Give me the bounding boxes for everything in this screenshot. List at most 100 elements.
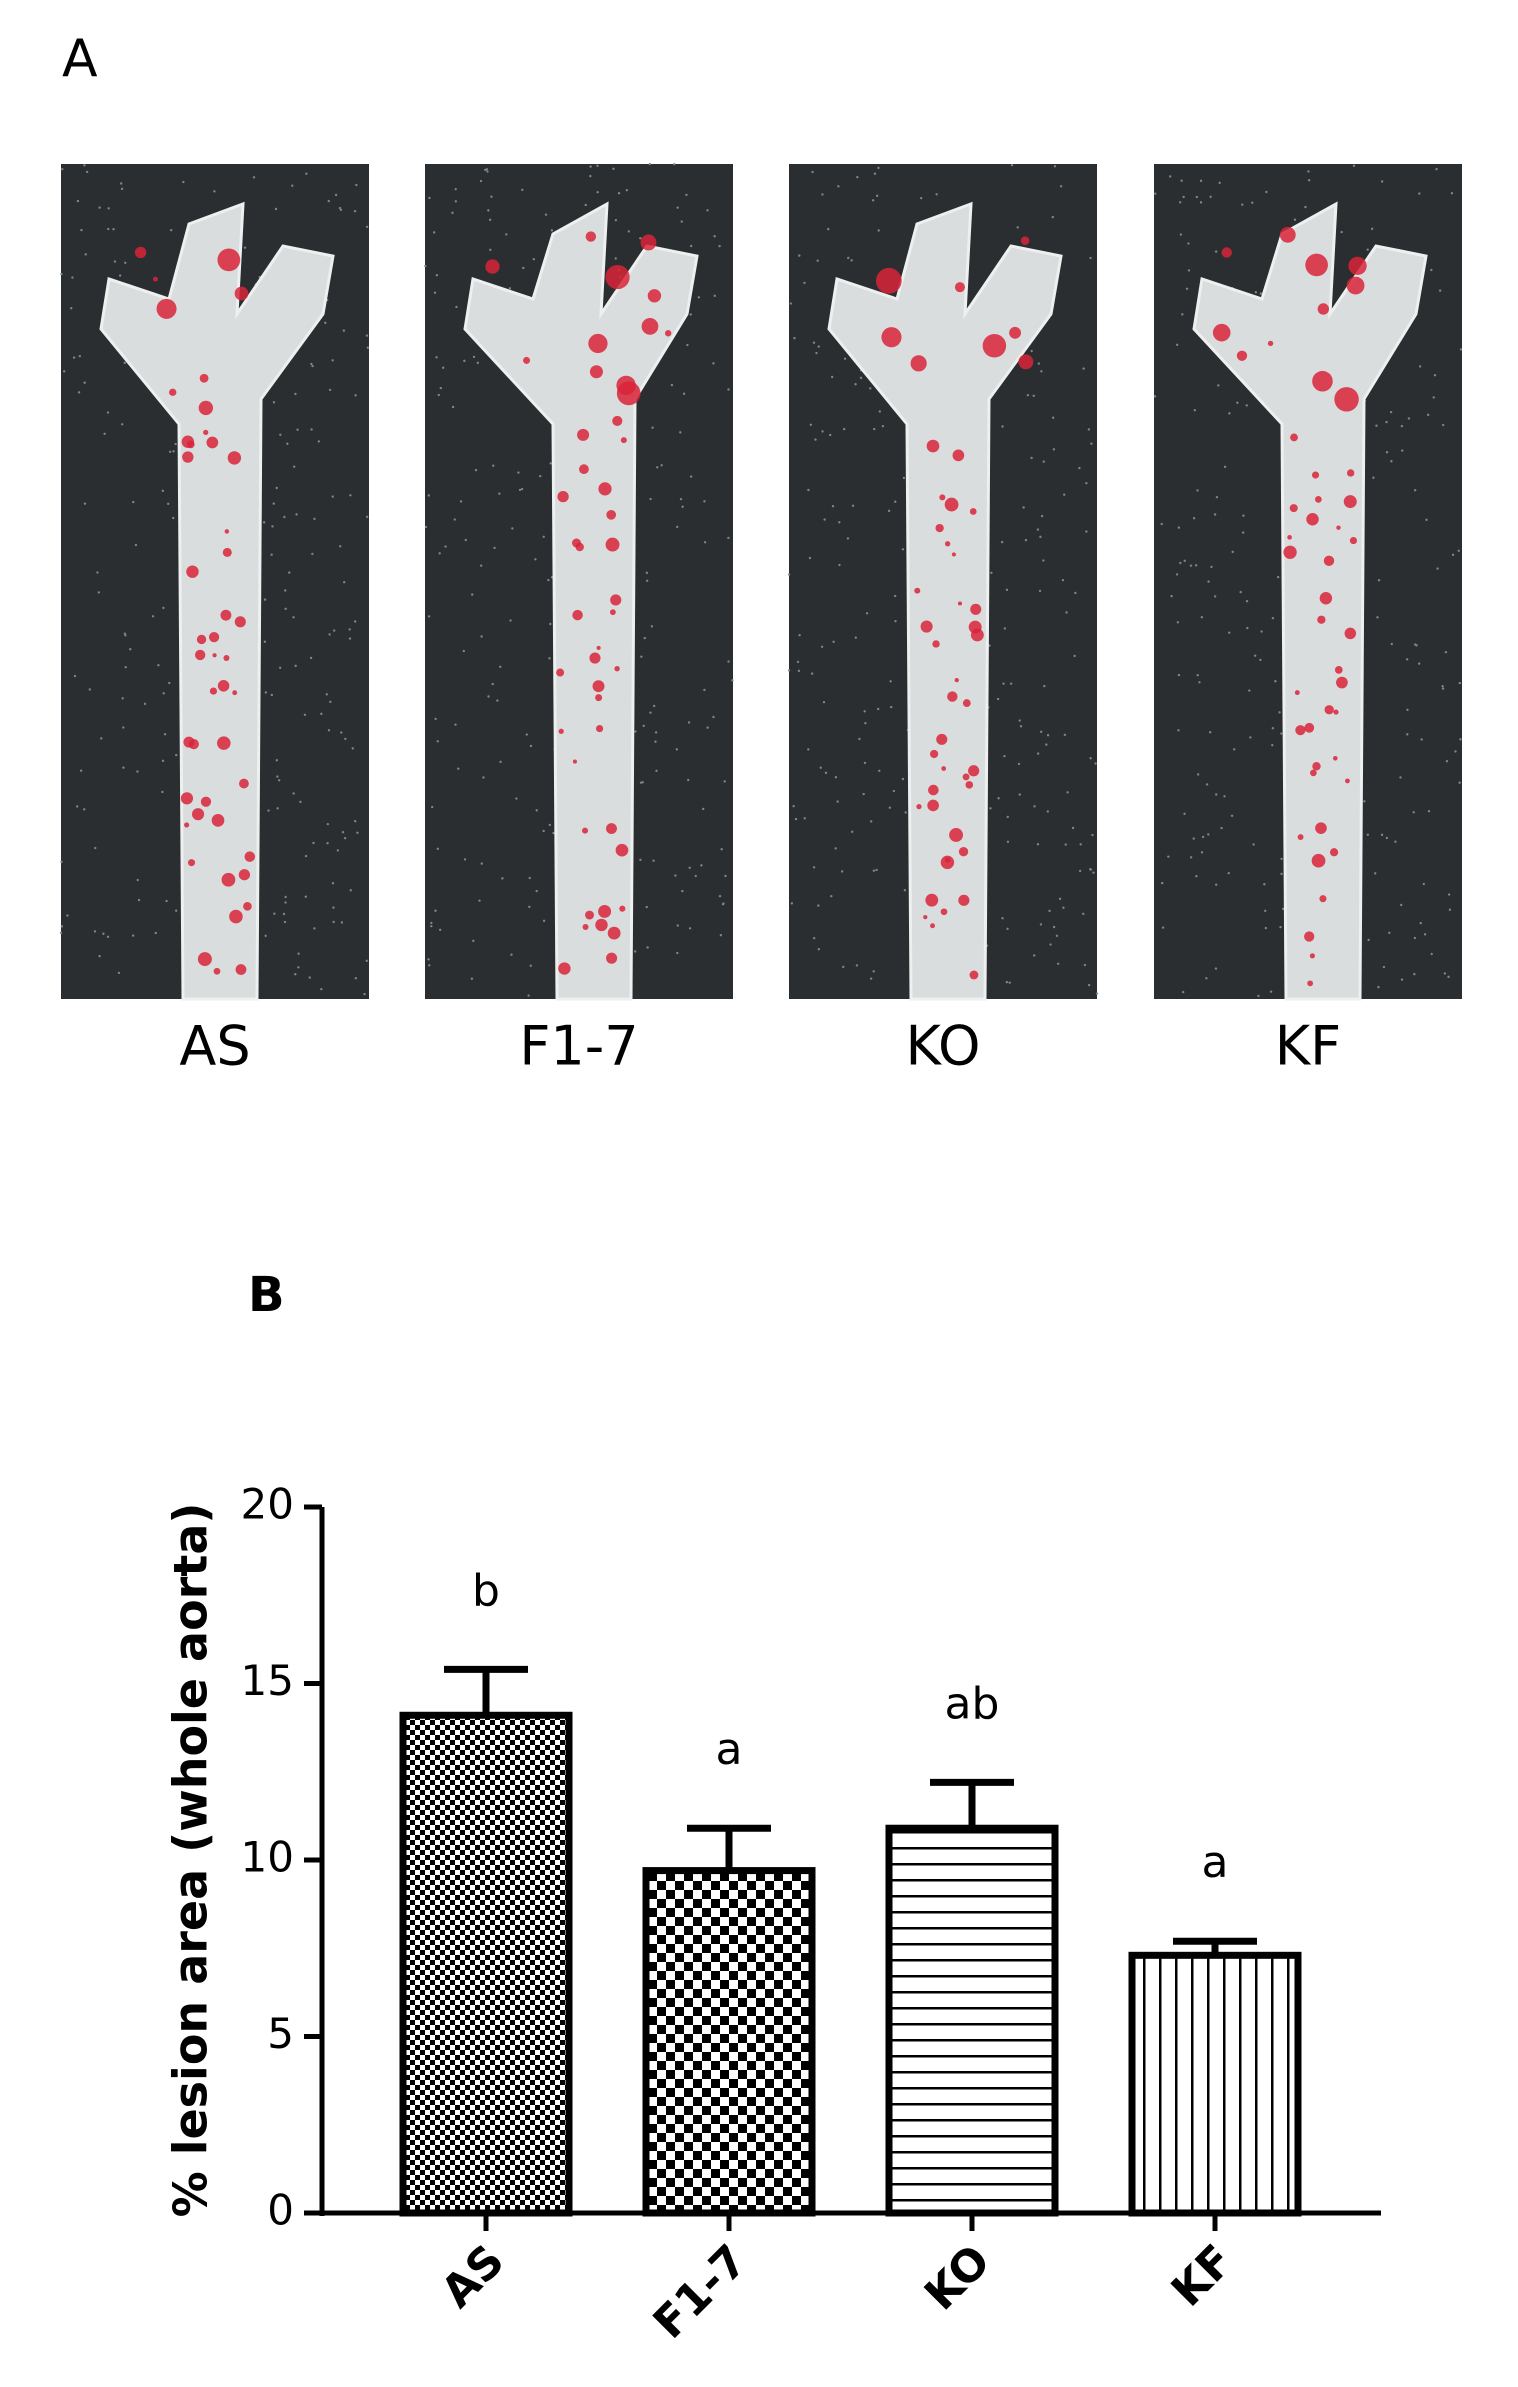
speckle [673, 163, 676, 166]
speckle [1053, 165, 1057, 168]
speckle [703, 500, 706, 503]
lesion-spot [585, 910, 595, 920]
speckle [1459, 348, 1463, 351]
photo-panel: AS F1-7 KO KF [59, 162, 1463, 1078]
speckle [496, 699, 499, 702]
speckle [453, 518, 456, 521]
speckle [1214, 967, 1218, 970]
speckle [549, 622, 552, 626]
speckle [685, 193, 688, 197]
speckle [1045, 743, 1048, 746]
speckle [98, 206, 101, 209]
lesion-spot [598, 904, 612, 918]
speckle [1058, 897, 1062, 901]
speckle [1307, 179, 1311, 182]
speckle [348, 637, 352, 640]
lesion-spot [962, 773, 970, 781]
speckle [98, 954, 101, 958]
speckle [689, 313, 692, 316]
speckle [679, 497, 683, 501]
speckle [1367, 938, 1370, 942]
speckle [528, 905, 531, 909]
lesion-spot [244, 851, 256, 862]
speckle [863, 761, 867, 765]
speckle [264, 691, 268, 694]
aorta [463, 201, 699, 1001]
speckle [80, 228, 83, 232]
lesion-spot [1236, 350, 1248, 361]
speckle [279, 433, 282, 437]
speckle [688, 866, 691, 869]
speckle [679, 431, 682, 434]
speckle [343, 836, 347, 840]
speckle [163, 732, 167, 736]
speckle [1254, 291, 1258, 294]
speckle [843, 357, 847, 360]
speckle [1063, 493, 1066, 496]
speckle [324, 321, 327, 325]
lesion-spot [577, 428, 590, 441]
speckle [1232, 748, 1236, 751]
speckle [434, 909, 437, 912]
speckle [1271, 727, 1275, 730]
speckle [427, 958, 430, 961]
lesion-spot [1324, 705, 1334, 715]
speckle [1207, 580, 1210, 583]
lesion-spot [206, 436, 219, 449]
speckle [1178, 201, 1182, 204]
speckle [1056, 962, 1060, 965]
lesion-spot [607, 926, 621, 940]
speckle [1377, 579, 1381, 582]
speckle [1241, 203, 1244, 206]
speckle [873, 172, 877, 175]
speckle [1175, 573, 1179, 576]
speckle [341, 830, 345, 834]
y-tick-label: 15 [241, 1656, 294, 1705]
speckle [634, 730, 637, 733]
speckle [1055, 934, 1059, 937]
speckle [643, 636, 646, 640]
speckle [1372, 476, 1375, 479]
speckle [1413, 489, 1417, 492]
speckle [1417, 662, 1421, 665]
speckle [872, 970, 875, 973]
speckle [1293, 218, 1297, 221]
speckle [640, 655, 643, 658]
speckle [858, 737, 861, 741]
lesion-spot [1310, 769, 1317, 777]
speckle [284, 607, 287, 611]
speckle [464, 538, 467, 542]
speckle [137, 898, 141, 902]
speckle [134, 543, 138, 547]
speckle [522, 266, 525, 270]
speckle [70, 307, 73, 310]
speckle [862, 792, 865, 796]
speckle [901, 548, 905, 551]
speckle [1087, 983, 1091, 987]
speckle [1276, 575, 1280, 579]
speckle [1352, 164, 1356, 168]
speckle [1215, 793, 1218, 796]
speckle [1040, 514, 1044, 518]
speckle [120, 182, 123, 185]
speckle [123, 632, 127, 635]
speckle [1036, 843, 1040, 846]
speckle [480, 635, 483, 638]
speckle [1019, 725, 1023, 728]
speckle [1033, 954, 1036, 957]
speckle [1228, 412, 1231, 415]
speckle [1363, 800, 1366, 803]
lesion-spot [605, 537, 620, 552]
speckle [174, 442, 177, 446]
speckle [1026, 393, 1030, 397]
lesion-spot [664, 330, 672, 337]
speckle [1189, 564, 1193, 567]
speckle [1271, 743, 1274, 747]
speckle [295, 513, 298, 516]
lesion-spot [941, 766, 947, 771]
lesion-spot [1315, 822, 1327, 834]
speckle [1161, 926, 1165, 929]
speckle [1454, 750, 1457, 753]
speckle [1059, 185, 1063, 188]
speckle [83, 164, 86, 167]
